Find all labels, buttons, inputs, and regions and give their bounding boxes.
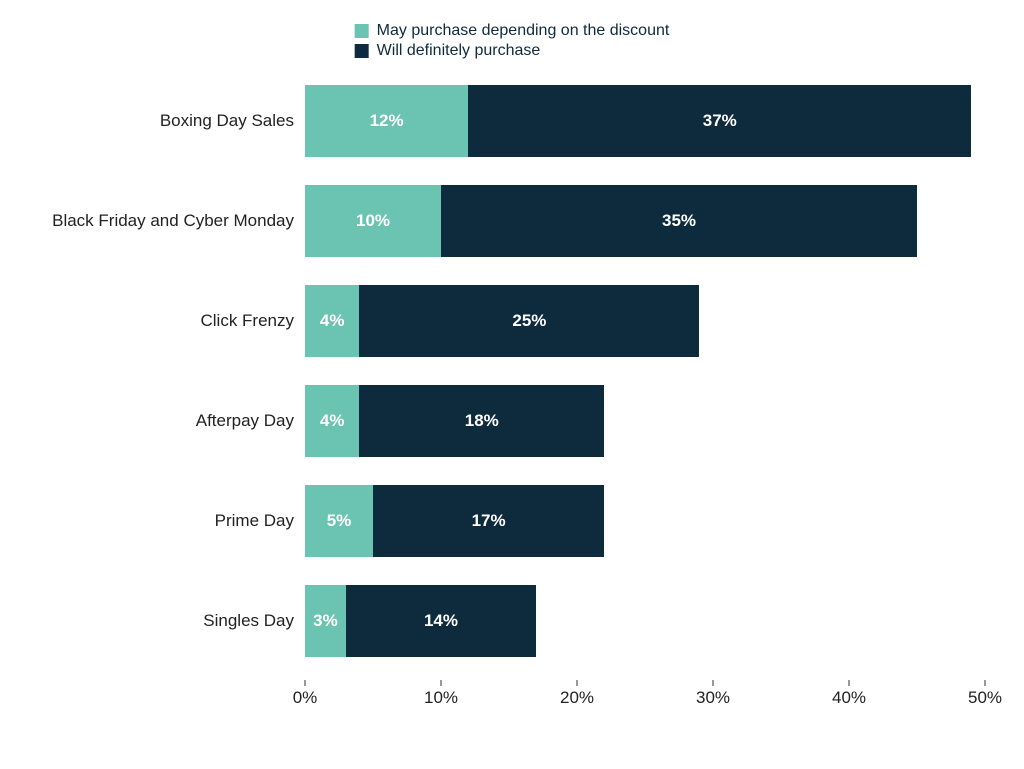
x-tick-label: 50% xyxy=(968,688,1002,708)
bar-value: 14% xyxy=(424,611,458,631)
bar-segment: 35% xyxy=(441,185,917,257)
category-label: Afterpay Day xyxy=(14,411,294,431)
x-tick-mark xyxy=(577,680,578,686)
bar-segment: 3% xyxy=(305,585,346,657)
bar-value: 18% xyxy=(465,411,499,431)
bar-value: 17% xyxy=(472,511,506,531)
bar-value: 25% xyxy=(512,311,546,331)
bar-segment: 37% xyxy=(468,85,971,157)
legend-label: May purchase depending on the discount xyxy=(377,22,670,40)
x-tick-label: 30% xyxy=(696,688,730,708)
bar-value: 3% xyxy=(313,611,338,631)
bar-row: 3% 14% xyxy=(305,585,985,657)
bar-segment: 4% xyxy=(305,285,359,357)
x-tick-label: 40% xyxy=(832,688,866,708)
bar-segment: 4% xyxy=(305,385,359,457)
bar-value: 4% xyxy=(320,311,345,331)
plot-area: 12%37%10%35%4%25%4%18%5%17%3%14% 0%10%20… xyxy=(305,80,985,710)
bar-segment: 14% xyxy=(346,585,536,657)
x-tick-label: 20% xyxy=(560,688,594,708)
bar-row: 10% 35% xyxy=(305,185,985,257)
bar-segment: 18% xyxy=(359,385,604,457)
x-tick-mark xyxy=(713,680,714,686)
bar-row: 5% 17% xyxy=(305,485,985,557)
bar-row: 4% 18% xyxy=(305,385,985,457)
bar-value: 37% xyxy=(703,111,737,131)
x-tick-mark xyxy=(849,680,850,686)
category-label: Black Friday and Cyber Monday xyxy=(14,211,294,231)
legend-item-will-definitely: Will definitely purchase xyxy=(355,42,670,60)
x-tick-mark xyxy=(305,680,306,686)
bar-value: 4% xyxy=(320,411,345,431)
legend-swatch-icon xyxy=(355,24,369,38)
legend-item-may-purchase: May purchase depending on the discount xyxy=(355,22,670,40)
bar-value: 10% xyxy=(356,211,390,231)
bar-segment: 25% xyxy=(359,285,699,357)
category-label: Click Frenzy xyxy=(14,311,294,331)
x-tick-mark xyxy=(441,680,442,686)
bars-area: 12% 37% 10% 35% 4% 25% 4% 18% 5% 17% 3% 14% xyxy=(305,80,985,680)
bar-value: 35% xyxy=(662,211,696,231)
category-label: Singles Day xyxy=(14,611,294,631)
x-tick-label: 0% xyxy=(293,688,318,708)
x-tick-label: 10% xyxy=(424,688,458,708)
bar-segment: 17% xyxy=(373,485,604,557)
bar-segment: 5% xyxy=(305,485,373,557)
legend-label: Will definitely purchase xyxy=(377,42,541,60)
legend: May purchase depending on the discount W… xyxy=(355,20,670,62)
bar-row: 12% 37% xyxy=(305,85,985,157)
bar-row: 4% 25% xyxy=(305,285,985,357)
category-label: Boxing Day Sales xyxy=(14,111,294,131)
bar-segment: 10% xyxy=(305,185,441,257)
legend-swatch-icon xyxy=(355,44,369,58)
x-tick-mark xyxy=(985,680,986,686)
category-label: Prime Day xyxy=(14,511,294,531)
bar-value: 5% xyxy=(327,511,352,531)
bar-segment: 12% xyxy=(305,85,468,157)
bar-value: 12% xyxy=(370,111,404,131)
chart-container: May purchase depending on the discount W… xyxy=(0,0,1024,769)
